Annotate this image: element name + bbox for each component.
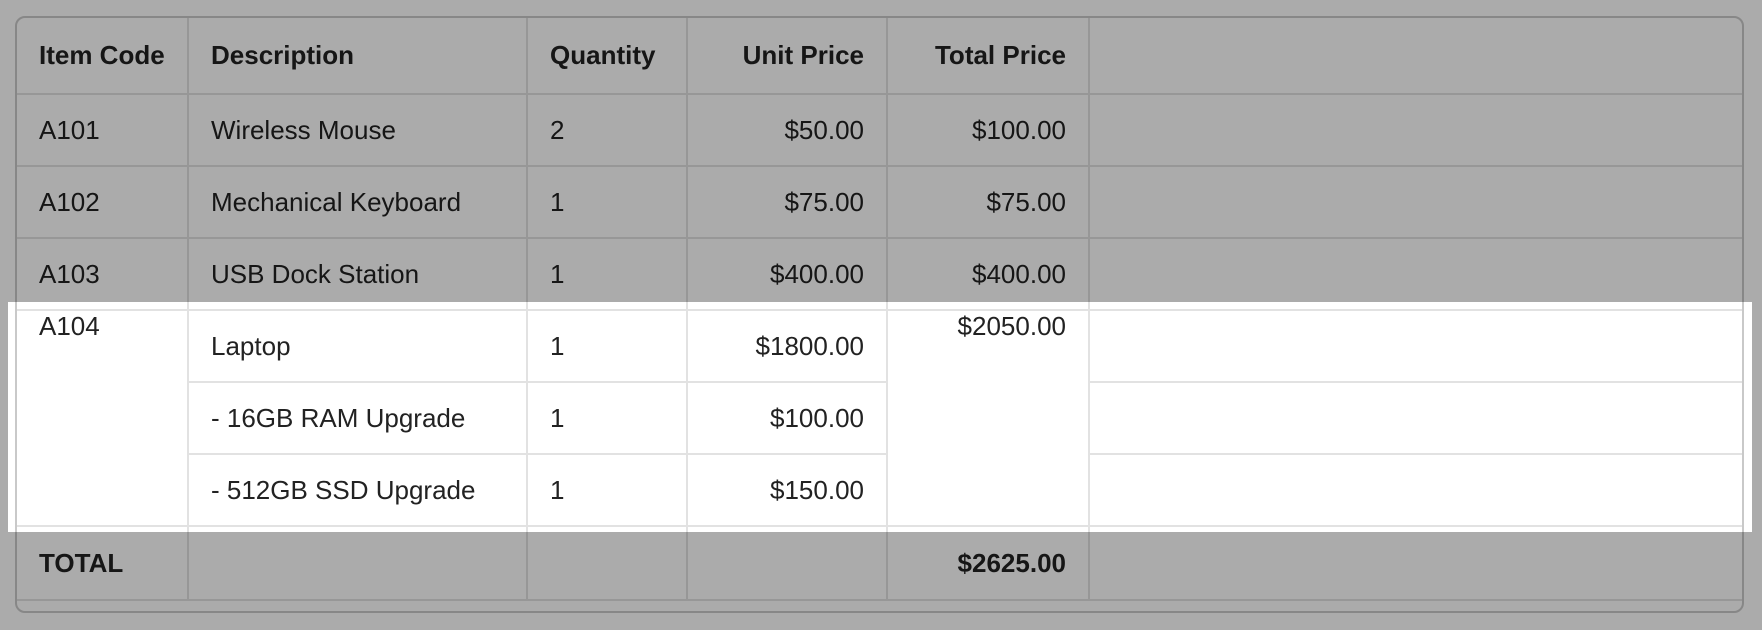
cell-description: USB Dock Station	[187, 237, 528, 311]
cell-blank	[1088, 165, 1742, 239]
cell-blank	[1088, 453, 1742, 527]
cell-total-label: TOTAL	[17, 525, 189, 601]
column-header-blank	[1088, 18, 1742, 95]
cell-unit-price: $150.00	[686, 453, 888, 527]
cell-description: - 512GB SSD Upgrade	[188, 453, 528, 527]
cell-description: Laptop	[187, 309, 528, 383]
cell-total-unit-price	[686, 525, 888, 601]
cell-total-blank	[1088, 525, 1742, 601]
cell-description: Wireless Mouse	[187, 93, 528, 167]
table-row-a104-ram-upgrade: - 16GB RAM Upgrade 1 $100.00	[17, 381, 1742, 455]
cell-unit-price: $75.00	[686, 165, 888, 239]
cell-description: - 16GB RAM Upgrade	[188, 381, 528, 455]
cell-unit-price: $1800.00	[686, 309, 888, 383]
dim-overlay-bottom	[0, 532, 1762, 630]
cell-item-code: A102	[17, 165, 189, 239]
column-header-item-code: Item Code	[17, 18, 189, 95]
cell-total-price: $2050.00	[886, 309, 1090, 527]
cell-quantity: 1	[526, 381, 688, 455]
cell-total-quantity	[526, 525, 688, 601]
dim-overlay-top	[0, 0, 1762, 302]
cell-blank	[1088, 237, 1742, 311]
cell-blank	[1088, 309, 1742, 383]
cell-quantity: 1	[526, 453, 688, 527]
invoice-table-container: Item Code Description Quantity Unit Pric…	[15, 16, 1744, 613]
table-row-a103: A103 USB Dock Station 1 $400.00 $400.00	[17, 237, 1742, 311]
cell-item-code: A103	[17, 237, 189, 311]
cell-description: Mechanical Keyboard	[187, 165, 528, 239]
table-row-a101: A101 Wireless Mouse 2 $50.00 $100.00	[17, 93, 1742, 167]
cell-total-price: $100.00	[886, 93, 1090, 167]
cell-total-description	[187, 525, 528, 601]
cell-quantity: 1	[526, 165, 688, 239]
column-header-unit-price: Unit Price	[686, 18, 888, 95]
cell-item-code: A104	[17, 309, 189, 527]
cell-unit-price: $400.00	[686, 237, 888, 311]
table-row-a104-ssd-upgrade: - 512GB SSD Upgrade 1 $150.00	[17, 453, 1742, 527]
cell-total-price: $2625.00	[886, 525, 1090, 601]
cell-blank	[1088, 93, 1742, 167]
column-header-description: Description	[187, 18, 528, 95]
cell-item-code: A101	[17, 93, 189, 167]
cell-quantity: 1	[526, 237, 688, 311]
column-header-total-price: Total Price	[886, 18, 1090, 95]
cell-quantity: 2	[526, 93, 688, 167]
dim-overlay-left	[0, 302, 8, 532]
cell-blank	[1088, 381, 1742, 455]
table-row-a104-laptop: A104 Laptop 1 $1800.00 $2050.00	[17, 309, 1742, 527]
table-row-a102: A102 Mechanical Keyboard 1 $75.00 $75.00	[17, 165, 1742, 239]
cell-total-price: $400.00	[886, 237, 1090, 311]
cell-unit-price: $100.00	[686, 381, 888, 455]
total-row: TOTAL $2625.00	[17, 525, 1742, 601]
column-header-quantity: Quantity	[526, 18, 688, 95]
header-row: Item Code Description Quantity Unit Pric…	[17, 18, 1742, 95]
invoice-table: Item Code Description Quantity Unit Pric…	[17, 18, 1742, 601]
cell-quantity: 1	[526, 309, 688, 383]
cell-total-price: $75.00	[886, 165, 1090, 239]
dim-overlay-right	[1752, 302, 1762, 532]
cell-unit-price: $50.00	[686, 93, 888, 167]
